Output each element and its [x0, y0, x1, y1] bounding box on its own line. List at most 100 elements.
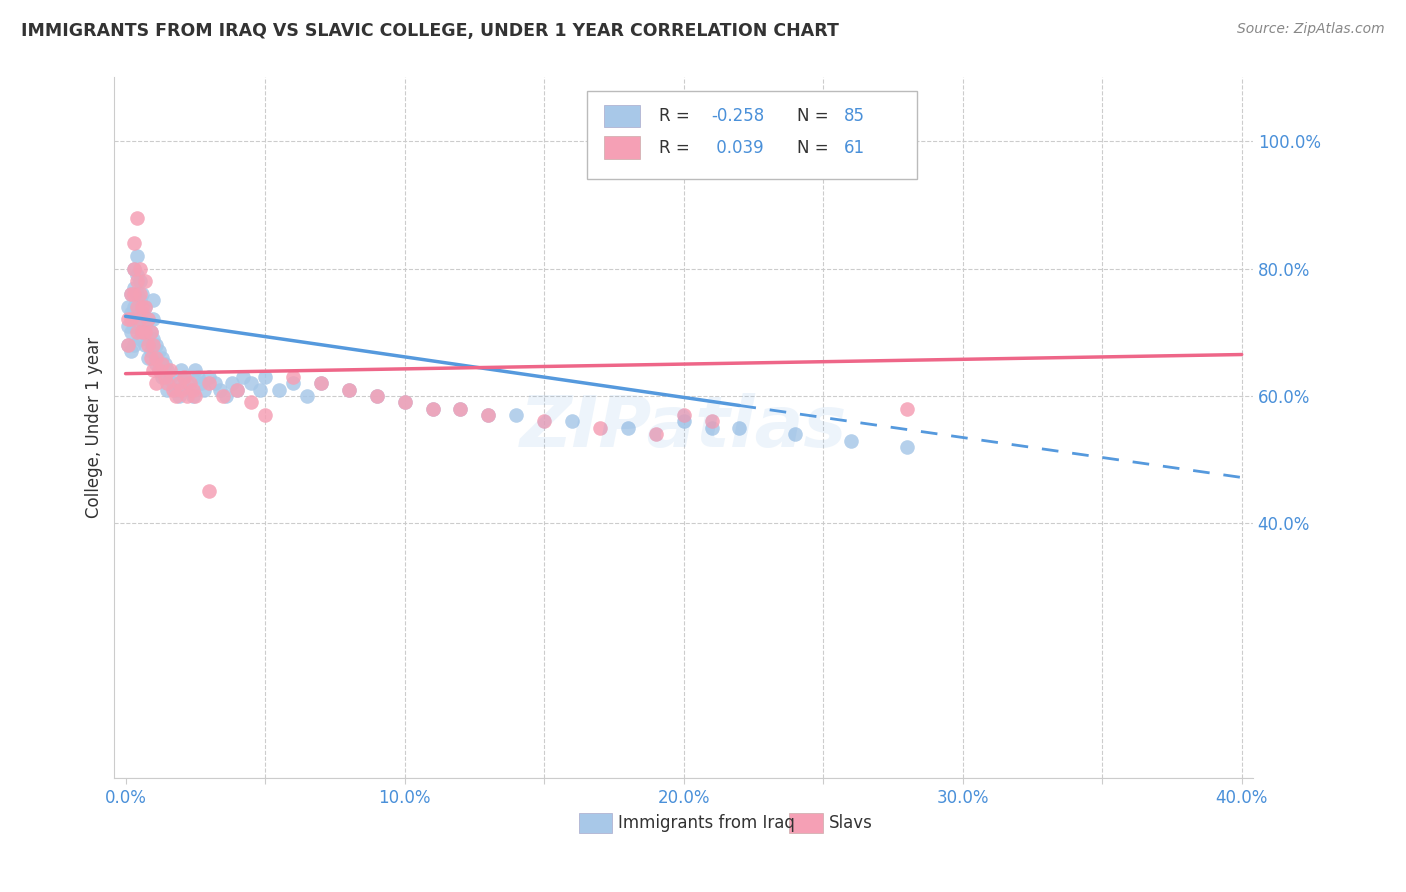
- Point: [167, 389, 190, 403]
- Point: [128, 312, 150, 326]
- Point: [165, 389, 187, 403]
- Point: [153, 369, 176, 384]
- Point: [131, 325, 153, 339]
- Point: [165, 383, 187, 397]
- FancyBboxPatch shape: [579, 814, 612, 833]
- Point: [896, 440, 918, 454]
- Point: [120, 287, 142, 301]
- Point: [128, 287, 150, 301]
- Text: Source: ZipAtlas.com: Source: ZipAtlas.com: [1237, 22, 1385, 37]
- Point: [134, 300, 156, 314]
- Point: [267, 383, 290, 397]
- Point: [117, 338, 139, 352]
- Point: [198, 369, 221, 384]
- Text: -0.258: -0.258: [711, 107, 765, 125]
- Point: [477, 408, 499, 422]
- Point: [162, 383, 184, 397]
- Point: [254, 369, 277, 384]
- Point: [125, 211, 148, 225]
- FancyBboxPatch shape: [586, 92, 917, 179]
- Point: [134, 325, 156, 339]
- FancyBboxPatch shape: [605, 136, 640, 159]
- Point: [617, 421, 640, 435]
- Point: [561, 414, 583, 428]
- Point: [422, 401, 444, 416]
- Point: [142, 338, 165, 352]
- Point: [449, 401, 471, 416]
- Point: [173, 369, 195, 384]
- Point: [156, 376, 179, 391]
- Point: [145, 376, 167, 391]
- Point: [122, 287, 145, 301]
- Point: [179, 383, 201, 397]
- Point: [366, 389, 388, 403]
- Point: [122, 300, 145, 314]
- FancyBboxPatch shape: [605, 104, 640, 128]
- Point: [134, 338, 156, 352]
- Point: [226, 383, 249, 397]
- Point: [145, 351, 167, 365]
- Point: [134, 318, 156, 333]
- Point: [477, 408, 499, 422]
- Point: [337, 383, 360, 397]
- Point: [240, 376, 263, 391]
- Point: [131, 306, 153, 320]
- Point: [148, 363, 170, 377]
- Point: [125, 274, 148, 288]
- Point: [700, 421, 723, 435]
- Point: [170, 383, 193, 397]
- Point: [136, 312, 159, 326]
- Point: [394, 395, 416, 409]
- Point: [142, 363, 165, 377]
- Point: [167, 376, 190, 391]
- Point: [128, 293, 150, 308]
- Text: IMMIGRANTS FROM IRAQ VS SLAVIC COLLEGE, UNDER 1 YEAR CORRELATION CHART: IMMIGRANTS FROM IRAQ VS SLAVIC COLLEGE, …: [21, 22, 839, 40]
- Point: [128, 261, 150, 276]
- Point: [156, 363, 179, 377]
- Point: [134, 300, 156, 314]
- Y-axis label: College, Under 1 year: College, Under 1 year: [86, 337, 103, 518]
- Point: [150, 357, 173, 371]
- Point: [366, 389, 388, 403]
- Point: [226, 383, 249, 397]
- Point: [170, 363, 193, 377]
- Point: [150, 351, 173, 365]
- Point: [281, 369, 304, 384]
- Point: [136, 332, 159, 346]
- Point: [249, 383, 271, 397]
- Point: [139, 325, 162, 339]
- Point: [309, 376, 332, 391]
- Point: [204, 376, 226, 391]
- Point: [184, 363, 207, 377]
- Text: Slavs: Slavs: [830, 814, 873, 832]
- Text: N =: N =: [797, 107, 834, 125]
- Point: [120, 325, 142, 339]
- Point: [145, 357, 167, 371]
- Point: [176, 376, 198, 391]
- Point: [117, 312, 139, 326]
- Point: [142, 332, 165, 346]
- Point: [122, 318, 145, 333]
- Point: [117, 300, 139, 314]
- Text: 85: 85: [844, 107, 865, 125]
- Point: [120, 306, 142, 320]
- Point: [122, 338, 145, 352]
- Point: [181, 383, 204, 397]
- Point: [128, 312, 150, 326]
- Point: [125, 325, 148, 339]
- Point: [150, 369, 173, 384]
- Text: 61: 61: [844, 138, 865, 156]
- Point: [122, 235, 145, 250]
- Point: [139, 344, 162, 359]
- Point: [142, 293, 165, 308]
- Point: [896, 401, 918, 416]
- Point: [254, 408, 277, 422]
- Point: [134, 274, 156, 288]
- Point: [136, 351, 159, 365]
- Point: [198, 484, 221, 499]
- Point: [131, 300, 153, 314]
- Point: [198, 376, 221, 391]
- Point: [136, 312, 159, 326]
- Point: [125, 306, 148, 320]
- Point: [184, 389, 207, 403]
